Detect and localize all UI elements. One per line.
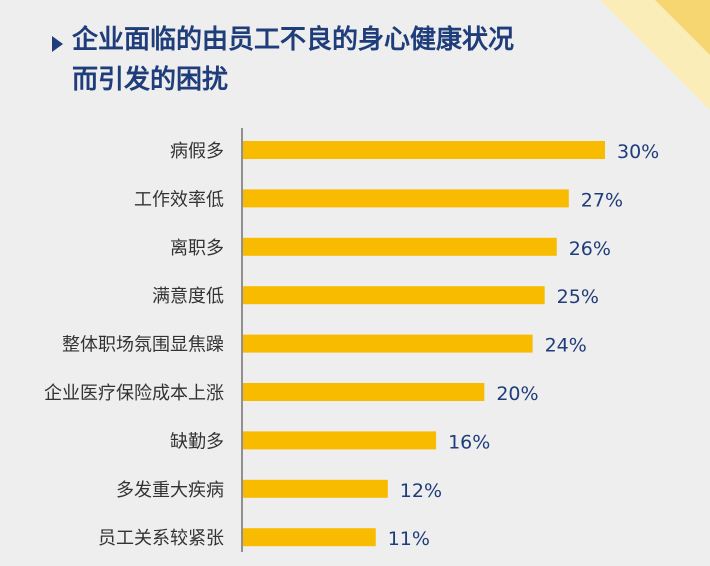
value-label: 27% — [581, 189, 623, 211]
bar — [243, 528, 376, 547]
category-label: 病假多 — [170, 141, 224, 162]
bar — [243, 141, 605, 159]
bar — [243, 237, 557, 256]
category-label: 工作效率低 — [134, 189, 224, 210]
category-label: 企业医疗保险成本上涨 — [44, 383, 224, 404]
value-label: 11% — [388, 528, 430, 550]
chart-title-line-1: 企业面临的由员工不良的身心健康状况 — [72, 25, 515, 55]
bar — [243, 189, 569, 208]
category-label: 整体职场氛围显焦躁 — [62, 335, 224, 356]
value-label: 26% — [569, 238, 611, 260]
bar — [243, 431, 437, 450]
bar — [243, 334, 533, 353]
value-label: 12% — [400, 480, 442, 502]
value-label: 25% — [557, 286, 599, 308]
title-arrow-icon — [52, 36, 63, 52]
category-label: 离职多 — [170, 238, 224, 259]
bars-group: 病假多 30% 工作效率低 27% 离职多 26% 满意度低 25% 整体职场氛围显焦躁 24% 企… — [44, 141, 659, 550]
category-label: 多发重大疾病 — [116, 480, 224, 501]
category-label: 缺勤多 — [170, 431, 224, 452]
value-label: 16% — [448, 431, 490, 453]
value-label: 20% — [496, 383, 538, 405]
corner-decoration — [600, 0, 710, 110]
chart-title: 企业面临的由员工不良的身心健康状况 而引发的困扰 — [52, 20, 612, 100]
bar — [243, 383, 485, 401]
chart-title-line-2: 而引发的困扰 — [72, 65, 229, 95]
bar — [243, 479, 388, 498]
bar — [243, 286, 545, 305]
corner-stripe-dark — [655, 0, 710, 55]
category-label: 员工关系较紧张 — [98, 528, 224, 549]
category-label: 满意度低 — [152, 286, 224, 307]
value-label: 30% — [617, 141, 659, 163]
value-label: 24% — [545, 335, 587, 357]
